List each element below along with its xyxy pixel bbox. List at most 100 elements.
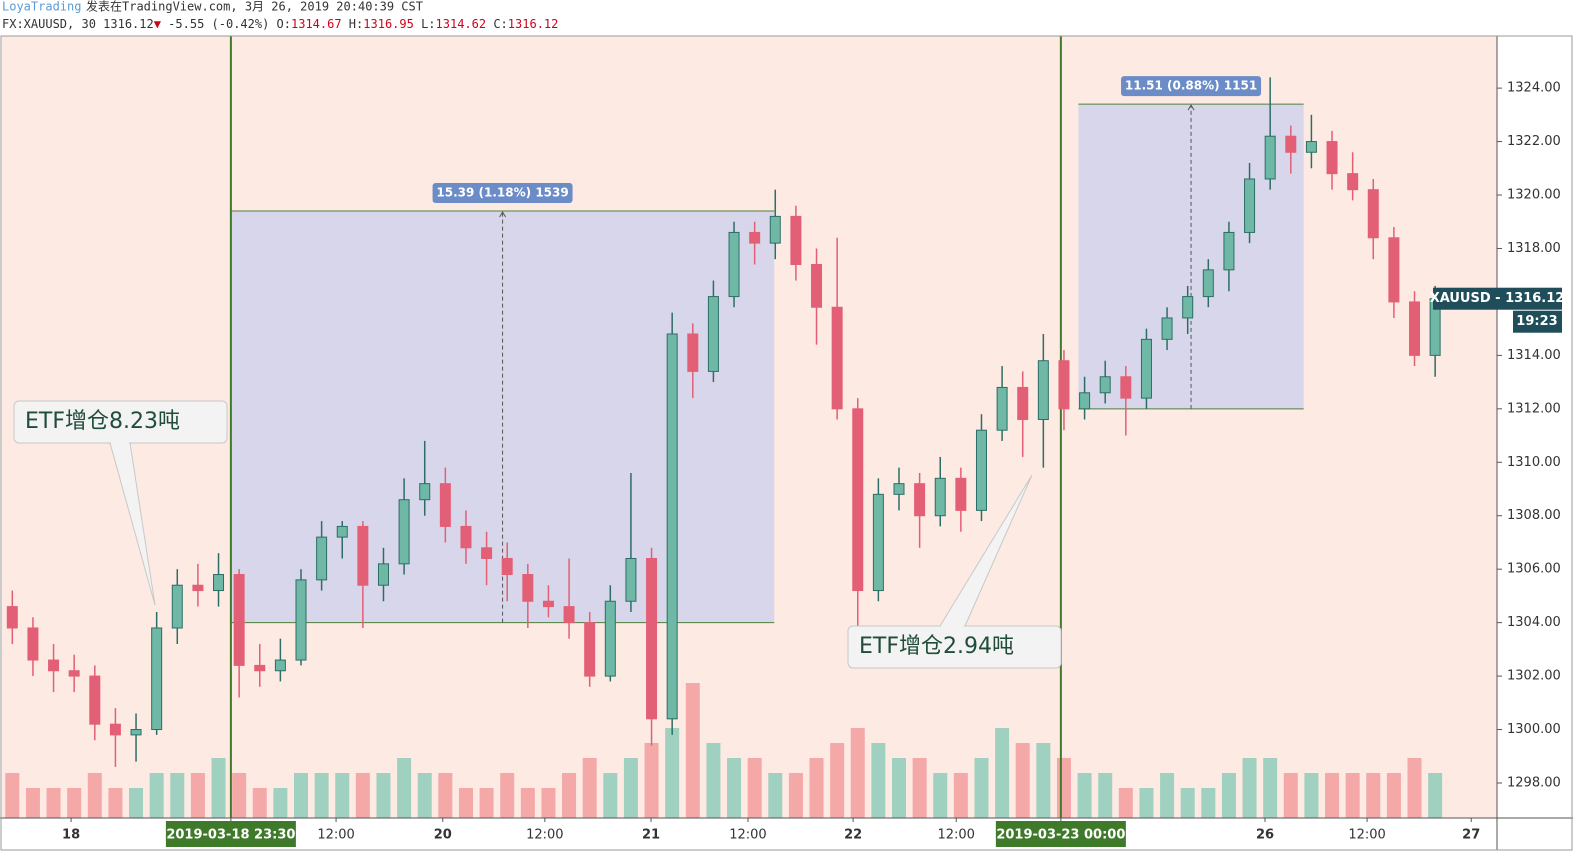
volume-bar: [232, 773, 247, 818]
x-tick-label: 22: [844, 828, 862, 843]
y-tick-label: 1300.00: [1507, 722, 1561, 737]
quote-line: FX:XAUUSD, 30 1316.12▼ -5.55 (-0.42%) O:…: [2, 17, 558, 31]
volume-bar: [830, 743, 845, 818]
author: LoyaTrading: [2, 0, 81, 14]
countdown-bg: [1513, 310, 1562, 333]
candle-body: [852, 408, 864, 592]
x-tick-label: 12:00: [526, 828, 563, 843]
y-tick-label: 1312.00: [1507, 401, 1561, 416]
candle-body: [398, 499, 410, 565]
x-tick-label: 27: [1462, 828, 1480, 843]
published: 发表在TradingView.com, 3月 26, 2019 20:40:39…: [86, 0, 423, 14]
candle-body: [439, 483, 451, 527]
volume-bar: [314, 773, 329, 818]
volume-bar: [479, 788, 494, 818]
candle-body: [666, 333, 678, 720]
candle-body: [1079, 392, 1091, 410]
volume-bar: [1386, 773, 1401, 818]
x-tick-label: 2019-03-23 00:00: [996, 828, 1125, 843]
quote-part: H:: [342, 17, 364, 31]
candle-body: [1223, 231, 1235, 271]
quote-part: FX:XAUUSD, 30 1316.12: [2, 17, 154, 31]
x-tick-highlight: [995, 821, 1126, 847]
volume-bar: [87, 773, 102, 818]
volume-bar: [335, 773, 350, 818]
x-tick-label: 26: [1256, 828, 1274, 843]
volume-bar: [850, 728, 865, 818]
volume-bar: [294, 773, 308, 818]
candle-body: [316, 536, 328, 581]
volume-bar: [1221, 773, 1236, 818]
volume-bar: [1325, 773, 1340, 818]
volume-bar: [747, 758, 762, 818]
callout-seam: [111, 442, 129, 444]
candle-body: [481, 547, 493, 559]
volume-bar: [706, 743, 721, 818]
y-tick-label: 1314.00: [1507, 348, 1561, 363]
volume-bar: [685, 683, 700, 818]
volume-bar: [252, 788, 267, 818]
callout-text: ETF增仓8.23吨: [25, 409, 180, 434]
candle-body: [130, 729, 142, 736]
volume-bar: [603, 773, 618, 818]
volume-bar: [1056, 758, 1071, 818]
x-tick-label: 18: [62, 828, 80, 843]
volume-bar: [5, 773, 20, 818]
volume-bar: [912, 758, 927, 818]
candle-body: [419, 483, 431, 501]
candle-body: [1017, 386, 1029, 421]
candle-body: [687, 333, 699, 372]
candle-body: [1058, 360, 1070, 410]
candle-body: [728, 231, 740, 298]
volume-bar: [520, 788, 535, 818]
volume-bar: [562, 773, 577, 818]
candle-body: [604, 600, 616, 677]
volume-bar: [788, 773, 803, 818]
candle-body: [975, 429, 987, 511]
callout-pointer: [939, 474, 1033, 627]
candle-body: [233, 574, 245, 666]
y-tick-label: 1324.00: [1507, 81, 1561, 96]
candle-body: [1285, 135, 1297, 153]
candle-body: [1120, 376, 1132, 399]
candle-body: [1037, 360, 1049, 421]
candle-body: [192, 584, 204, 592]
candle-body: [1264, 135, 1276, 180]
candle-body: [563, 606, 575, 624]
volume-bar: [376, 773, 391, 818]
volume-bar: [1118, 788, 1133, 818]
candle-body: [6, 606, 18, 629]
volume-bar: [644, 743, 659, 818]
candle-body: [336, 525, 348, 538]
volume-bar: [438, 773, 453, 818]
volume-bar: [67, 788, 82, 818]
candle-body: [934, 477, 946, 517]
x-tick-label: 12:00: [1348, 828, 1385, 843]
candle-body: [955, 477, 967, 511]
volume-bar: [1098, 773, 1113, 818]
candle-body: [996, 386, 1008, 431]
volume-bar: [273, 788, 288, 818]
y-tick-label: 1318.00: [1507, 241, 1561, 256]
callout-text: ETF增仓2.94吨: [859, 634, 1014, 659]
y-tick-label: 1304.00: [1507, 615, 1561, 630]
volume-bar: [397, 758, 412, 818]
candle-body: [1367, 189, 1379, 239]
volume-bar: [727, 758, 742, 818]
y-tick-label: 1322.00: [1507, 134, 1561, 149]
volume-bar: [1242, 758, 1257, 818]
volume-bar: [582, 758, 597, 818]
candle-body: [1388, 237, 1400, 303]
candle-body: [1409, 301, 1421, 356]
volume-bar: [623, 758, 638, 818]
x-tick-label: 12:00: [937, 828, 974, 843]
candle-body: [1326, 141, 1338, 175]
measure-label: 15.39 (1.18%) 1539: [436, 186, 568, 200]
x-tick-label: 12:00: [729, 828, 766, 843]
candle-body: [254, 664, 266, 672]
candle-body: [213, 574, 225, 592]
y-tick-label: 1320.00: [1507, 188, 1561, 203]
candle-body: [68, 670, 80, 677]
quote-part: 1314.62: [436, 17, 487, 31]
